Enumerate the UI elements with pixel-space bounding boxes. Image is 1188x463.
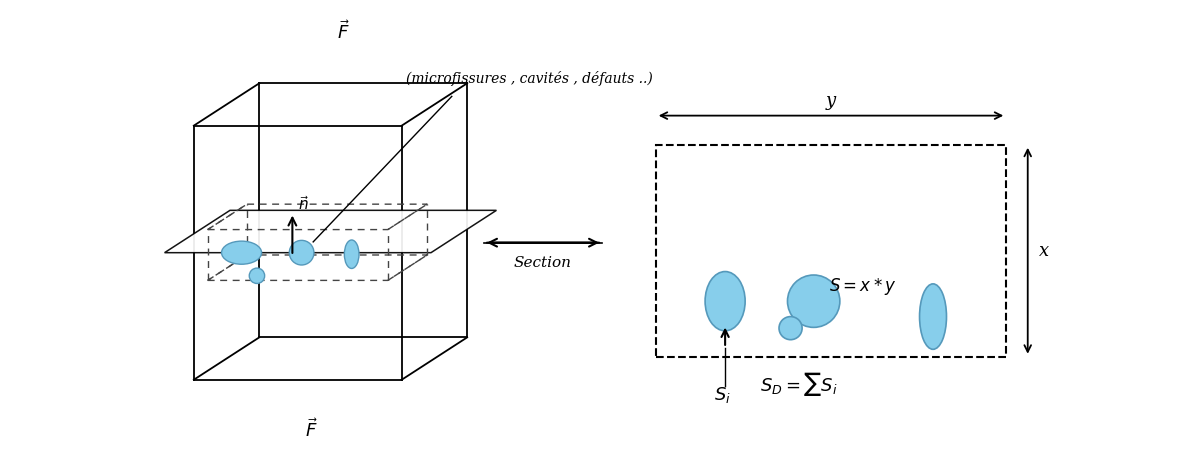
Text: $S_D = \sum S_i$: $S_D = \sum S_i$ bbox=[760, 369, 838, 398]
Text: y: y bbox=[826, 92, 836, 110]
Text: $\vec{F}$: $\vec{F}$ bbox=[337, 20, 350, 44]
Bar bbox=[656, 145, 1006, 357]
Ellipse shape bbox=[788, 275, 840, 327]
Ellipse shape bbox=[290, 240, 314, 265]
Ellipse shape bbox=[221, 241, 261, 264]
Text: $S_i$: $S_i$ bbox=[714, 385, 731, 405]
Text: $\vec{F}$: $\vec{F}$ bbox=[304, 419, 317, 442]
Text: $\vec{n}$: $\vec{n}$ bbox=[298, 195, 309, 213]
Ellipse shape bbox=[779, 317, 802, 340]
Text: $S = x * y$: $S = x * y$ bbox=[829, 276, 897, 297]
Ellipse shape bbox=[345, 240, 359, 269]
Text: Section: Section bbox=[514, 257, 571, 270]
Text: (microfissures , cavités , défauts ..): (microfissures , cavités , défauts ..) bbox=[405, 70, 652, 86]
Polygon shape bbox=[165, 210, 497, 253]
Ellipse shape bbox=[920, 284, 947, 349]
Ellipse shape bbox=[249, 268, 265, 283]
Ellipse shape bbox=[706, 271, 745, 331]
Text: x: x bbox=[1038, 242, 1049, 260]
